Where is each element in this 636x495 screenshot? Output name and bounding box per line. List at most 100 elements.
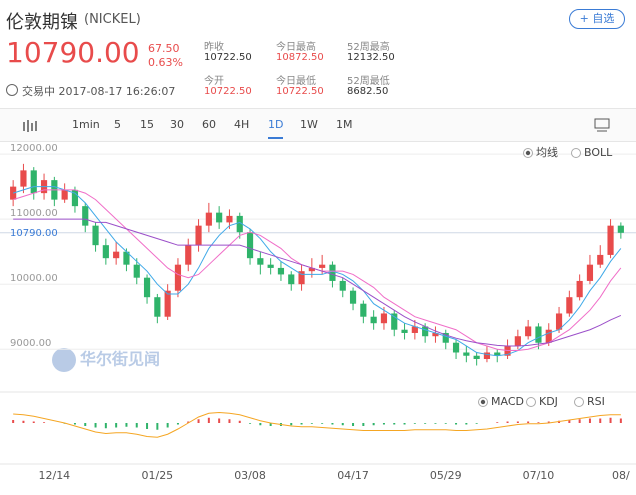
candle-body: [216, 212, 223, 223]
title: 伦敦期镍: [6, 12, 78, 33]
candle-body: [20, 170, 27, 187]
candle-body: [339, 280, 346, 291]
x-tick-label: 12/14: [38, 469, 70, 482]
dif-line: [13, 411, 621, 438]
candle-body: [123, 251, 130, 265]
candle-body: [607, 225, 614, 255]
watch-button[interactable]: + 自选: [569, 9, 625, 29]
settings-icon[interactable]: [594, 118, 610, 132]
candle-body: [586, 264, 594, 281]
candle-body: [236, 215, 243, 233]
candle-body: [61, 189, 68, 200]
stat-value: 10722.50: [204, 86, 252, 97]
stat-label: 52周最高: [347, 42, 390, 53]
candle-body: [164, 290, 171, 317]
candle-body: [30, 170, 37, 194]
candle-body: [277, 267, 285, 275]
indicator-radio[interactable]: [526, 397, 536, 407]
change: 67.50: [148, 42, 180, 55]
stat-label: 昨收: [204, 42, 224, 53]
candle-body: [102, 245, 109, 259]
candle-body: [267, 264, 274, 268]
overlay-radio[interactable]: [571, 148, 581, 158]
x-tick-label: 05/29: [430, 469, 462, 482]
ma-line: [12, 189, 622, 352]
clock-icon: [6, 84, 18, 96]
tab[interactable]: 60: [202, 118, 216, 131]
candle-body: [576, 280, 583, 298]
overlay-label: 均线: [536, 145, 558, 159]
candle-body: [535, 326, 542, 343]
tab[interactable]: 4H: [234, 118, 250, 131]
candle-body: [288, 274, 295, 285]
candle-body: [92, 225, 99, 246]
chart-type-icon[interactable]: [22, 119, 40, 133]
tab[interactable]: 1D: [268, 118, 284, 139]
candle-body: [411, 326, 418, 333]
change-pct: 0.63%: [148, 56, 183, 69]
ma-line: [12, 186, 622, 357]
tab[interactable]: 1W: [300, 118, 318, 131]
candle-body: [154, 297, 161, 317]
candle-body: [525, 326, 532, 337]
candle-body: [566, 297, 573, 314]
candle-body: [349, 290, 357, 304]
candle-body: [319, 264, 326, 268]
tab[interactable]: 1M: [336, 118, 353, 131]
y-tick-label: 12000.00: [10, 143, 58, 154]
indicator-radio[interactable]: [574, 397, 584, 407]
indicator-label: KDJ: [539, 395, 558, 408]
candle-body: [391, 313, 398, 330]
candle-body: [360, 303, 367, 317]
candle-body: [71, 189, 79, 207]
y-tick-label: 9000.00: [10, 338, 51, 349]
tab[interactable]: 5: [114, 118, 121, 131]
indicator-label: RSI: [587, 395, 605, 408]
overlay-label: BOLL: [584, 146, 613, 159]
stat-value: 12132.50: [347, 52, 395, 63]
stat-label: 今开: [204, 76, 224, 87]
candle-body: [133, 264, 140, 278]
candle-body: [143, 277, 151, 298]
candle-body: [401, 329, 408, 333]
candle-body: [257, 258, 264, 265]
indicator-label: MACD: [491, 395, 524, 408]
stat-value: 8682.50: [347, 86, 389, 97]
indicator-radio-dot: [480, 399, 486, 405]
candle-body: [555, 313, 563, 330]
candle-body: [205, 212, 212, 226]
candle-body: [422, 326, 429, 337]
status: 交易中 2017-08-17 16:26:07: [22, 85, 176, 98]
x-tick-label: 08/: [612, 469, 630, 482]
x-tick-label: 03/08: [234, 469, 266, 482]
candle-body: [370, 316, 377, 324]
overlay-radio-dot: [525, 150, 531, 156]
candle-body: [432, 332, 439, 337]
tabs: 1min 5 15 30 60 4H 1D 1W 1M: [0, 108, 636, 142]
y-tick-label: 11000.00: [10, 208, 58, 219]
x-tick-label: 04/17: [337, 469, 369, 482]
price: 10790.00: [6, 36, 140, 69]
tab[interactable]: 30: [170, 118, 184, 131]
candle-body: [597, 254, 604, 265]
stat-value: 10872.50: [276, 52, 324, 63]
candle-body: [452, 342, 460, 353]
x-tick-label: 01/25: [141, 469, 173, 482]
chart: 华尔街见闻 9000.00 10000.00 11000.00 12000.00 1079…: [0, 143, 636, 482]
stat-value: 10722.50: [204, 52, 252, 63]
stat-label: 今日最低: [276, 76, 316, 87]
candle-body: [329, 264, 336, 281]
candle-body: [380, 313, 388, 324]
tab[interactable]: 1min: [72, 118, 100, 131]
candle-body: [473, 355, 480, 359]
tab[interactable]: 15: [140, 118, 154, 131]
candle-body: [246, 232, 254, 259]
candle-body: [298, 271, 305, 285]
stat-label: 52周最低: [347, 76, 390, 87]
candle-body: [185, 245, 192, 265]
candle-body: [442, 332, 449, 343]
candle-body: [463, 352, 470, 356]
candle-body: [514, 336, 521, 346]
y-tick-label: 10000.00: [10, 273, 58, 284]
